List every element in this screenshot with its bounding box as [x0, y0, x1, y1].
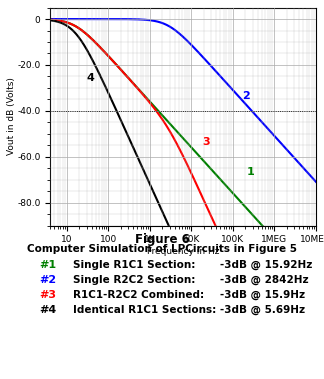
Text: Computer Simulation of LPCircuits in Figure 5: Computer Simulation of LPCircuits in Fig… [27, 244, 297, 254]
X-axis label: Frequency in Hz: Frequency in Hz [147, 247, 219, 256]
Text: -3dB @ 15.9Hz: -3dB @ 15.9Hz [220, 290, 306, 300]
Text: Single R2C2 Section:: Single R2C2 Section: [73, 275, 195, 285]
Text: 2: 2 [242, 91, 250, 101]
Text: R1C1-R2C2 Combined:: R1C1-R2C2 Combined: [73, 290, 204, 300]
Text: #1: #1 [39, 260, 56, 269]
Text: Single R1C1 Section:: Single R1C1 Section: [73, 260, 195, 269]
Text: Figure 6: Figure 6 [134, 233, 190, 246]
Text: 3: 3 [202, 137, 210, 147]
Y-axis label: Vout in dB (Volts): Vout in dB (Volts) [7, 78, 16, 155]
Text: 1: 1 [247, 167, 255, 177]
Text: 4: 4 [87, 73, 94, 83]
Text: -3dB @ 5.69Hz: -3dB @ 5.69Hz [220, 305, 306, 315]
Text: -3dB @ 15.92Hz: -3dB @ 15.92Hz [220, 260, 313, 270]
Text: #4: #4 [39, 305, 56, 315]
Text: #2: #2 [39, 275, 56, 285]
Text: #3: #3 [39, 290, 56, 300]
Text: -3dB @ 2842Hz: -3dB @ 2842Hz [220, 275, 309, 285]
Text: Identical R1C1 Sections:: Identical R1C1 Sections: [73, 305, 216, 315]
